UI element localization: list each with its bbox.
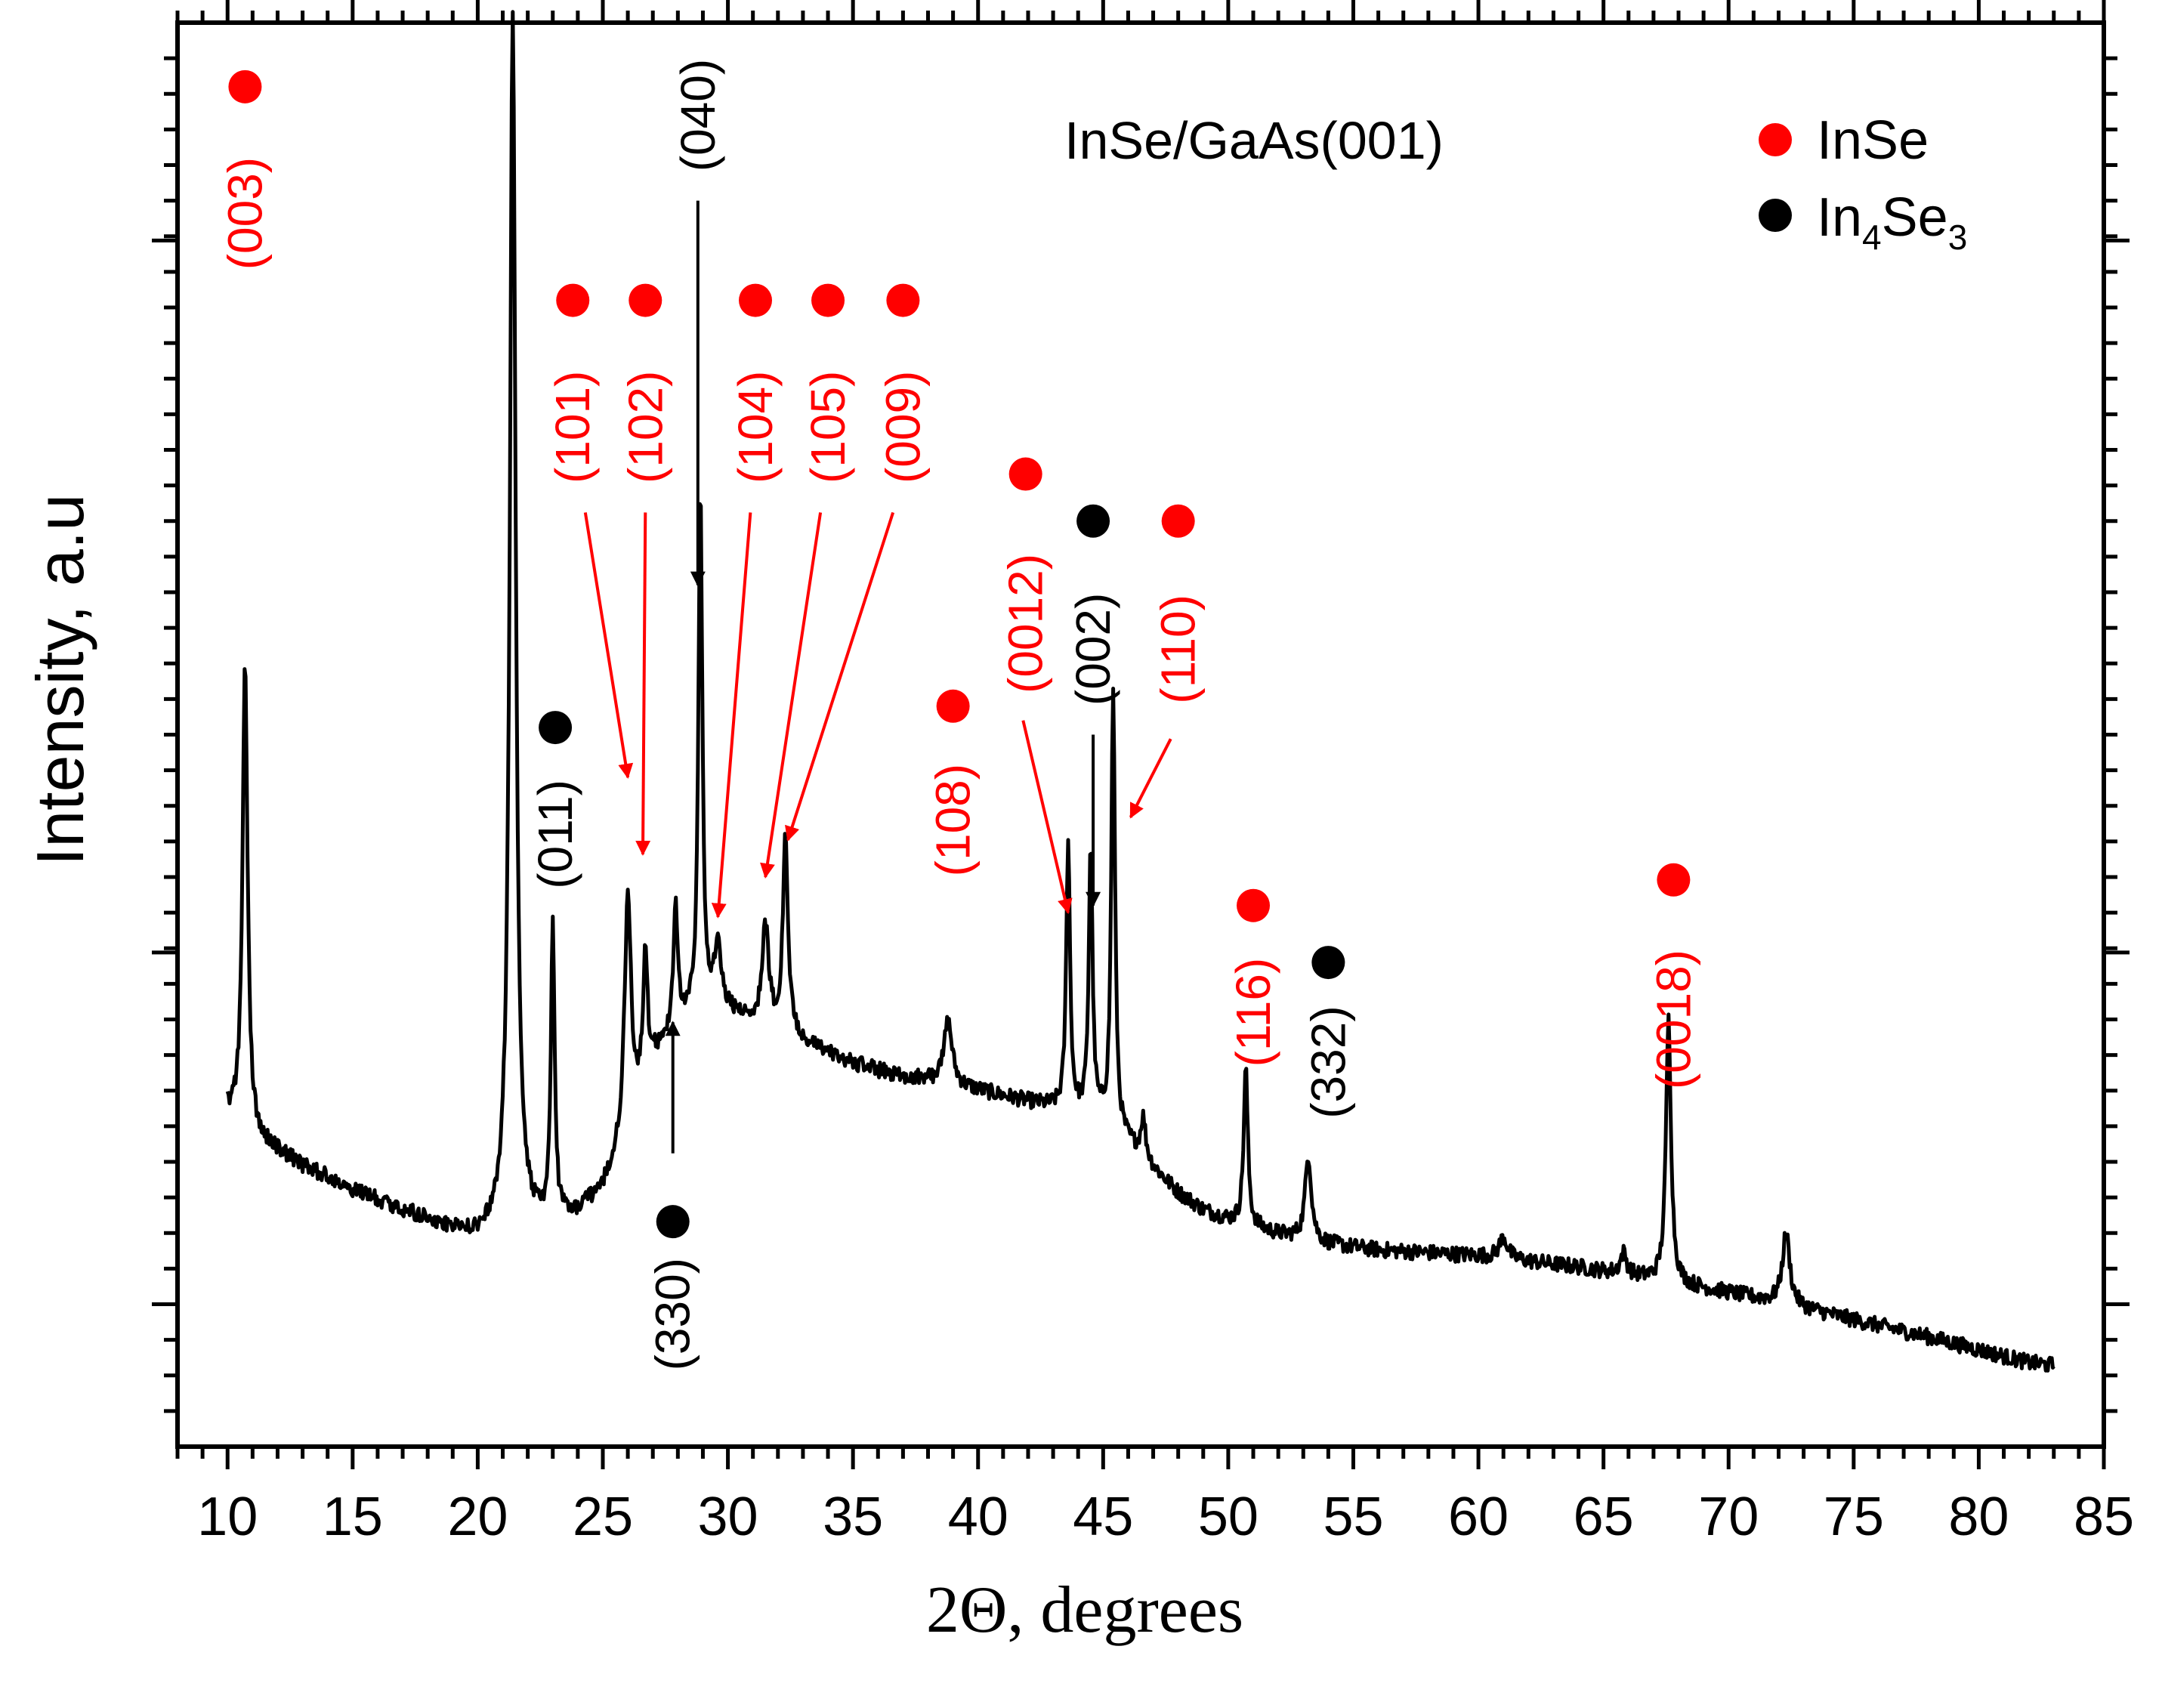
x-tick-label: 45 <box>1073 1487 1133 1547</box>
legend-label-in4se3-sub1: 4 <box>1862 218 1882 257</box>
peak-marker-002 <box>1076 504 1110 538</box>
x-tick-label: 35 <box>823 1487 883 1547</box>
x-tick-label: 80 <box>1948 1487 2009 1547</box>
legend: InSe In4Se3 <box>1759 110 1967 257</box>
peak-arrow-0012 <box>1021 720 1073 915</box>
x-tick-label: 60 <box>1448 1487 1509 1547</box>
legend-label-in4se3: In4Se3 <box>1817 187 1967 257</box>
x-tick-label: 85 <box>2074 1487 2134 1547</box>
peak-label-003: (003) <box>218 157 272 270</box>
peak-marker-110 <box>1161 504 1195 538</box>
y-axis-label: Intensity, a.u <box>23 494 97 866</box>
legend-label-inse: InSe <box>1817 110 1929 171</box>
series-layer <box>225 10 2055 1373</box>
legend-label-in4se3-part1: In <box>1817 187 1862 248</box>
x-tick-label: 55 <box>1323 1487 1383 1547</box>
peak-annotations: (003)(006)(011)(101)(102)(040)(330)(104)… <box>218 59 1700 1371</box>
peak-label-116: (116) <box>1226 958 1280 1067</box>
peak-label-332: (332) <box>1301 1005 1355 1118</box>
legend-label-in4se3-sub2: 3 <box>1948 218 1968 257</box>
x-tick-label: 75 <box>1824 1487 1884 1547</box>
x-tick-labels: 10 15 20 25 30 35 40 45 50 55 60 65 70 75 80 85 <box>197 1487 2134 1547</box>
peak-arrow-104 <box>711 512 752 919</box>
peak-arrow-110 <box>1129 738 1172 819</box>
peak-label-108: (108) <box>926 764 981 876</box>
peak-marker-011 <box>539 711 573 745</box>
peak-label-011: (011) <box>528 780 582 889</box>
peak-marker-104 <box>739 283 772 317</box>
peak-marker-332 <box>1311 946 1345 980</box>
peak-arrow-009 <box>785 511 895 842</box>
peak-label-0018: (0018) <box>1646 950 1700 1089</box>
peak-label-0012: (0012) <box>999 554 1053 693</box>
peak-marker-105 <box>811 283 845 317</box>
peak-marker-101 <box>556 283 590 317</box>
chart-title: InSe/GaAs(001) <box>1064 111 1444 170</box>
peak-marker-116 <box>1237 888 1271 922</box>
peak-marker-0012 <box>1008 457 1042 491</box>
x-tick-label: 15 <box>323 1487 383 1547</box>
peak-label-101: (101) <box>545 371 600 483</box>
legend-marker-inse <box>1759 123 1792 156</box>
peak-marker-003 <box>228 69 262 103</box>
peak-arrow-105 <box>760 512 823 879</box>
plot-frame <box>175 20 2106 1449</box>
x-tick-label: 10 <box>197 1487 258 1547</box>
x-tick-label: 70 <box>1698 1487 1759 1547</box>
peak-label-105: (105) <box>801 371 855 483</box>
peak-label-104: (104) <box>728 371 783 483</box>
peak-label-002: (002) <box>1066 593 1120 706</box>
x-tick-label: 65 <box>1574 1487 1634 1547</box>
peak-marker-330 <box>656 1205 690 1239</box>
peak-label-009: (009) <box>876 371 930 483</box>
peak-marker-009 <box>886 283 920 317</box>
peak-label-330: (330) <box>646 1258 700 1370</box>
peak-marker-102 <box>629 283 662 317</box>
x-tick-label: 50 <box>1198 1487 1259 1547</box>
peak-arrow-101 <box>583 512 634 780</box>
peak-label-110: (110) <box>1151 595 1206 704</box>
peak-marker-0018 <box>1657 863 1691 897</box>
x-axis-label: 2Θ, degrees <box>926 1574 1243 1647</box>
peak-arrow-102 <box>635 512 651 856</box>
xrd-pattern-line <box>225 10 2055 1373</box>
peak-marker-108 <box>936 689 970 723</box>
x-tick-label: 20 <box>447 1487 508 1547</box>
peak-label-102: (102) <box>618 371 672 483</box>
x-tick-label: 40 <box>948 1487 1008 1547</box>
legend-marker-in4se3 <box>1759 199 1792 232</box>
peak-label-040: (040) <box>671 59 725 171</box>
x-tick-label: 25 <box>573 1487 633 1547</box>
x-tick-label: 30 <box>698 1487 758 1547</box>
legend-label-in4se3-part2: Se <box>1882 187 1948 248</box>
